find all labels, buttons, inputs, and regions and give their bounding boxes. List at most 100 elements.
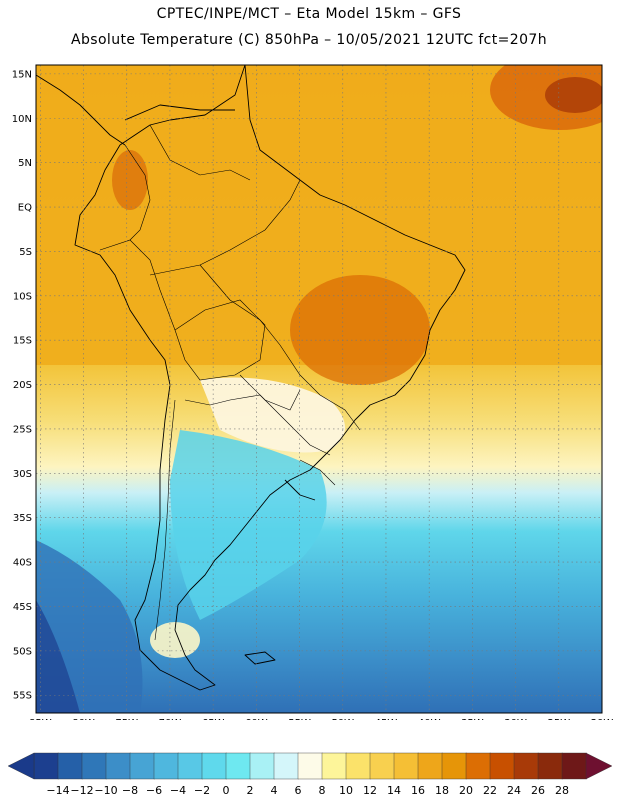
lon-tick-label: 75W [115, 718, 138, 720]
lon-tick-label: 55W [288, 718, 311, 720]
lon-tick-label: 20W [591, 718, 614, 720]
lat-tick-label: 15N [12, 69, 32, 80]
colorbar-tick-label: 24 [507, 784, 521, 797]
colorbar-cell [201, 752, 227, 780]
border-colombia [124, 144, 151, 241]
warm-core-andes [112, 150, 148, 210]
colorbar-cell [345, 752, 371, 780]
lon-tick-label: 45W [375, 718, 398, 720]
colorbar-cell [129, 752, 155, 780]
colorbar-cell [249, 752, 275, 780]
lon-tick-label: 80W [72, 718, 95, 720]
lon-tick-label: 25W [547, 718, 570, 720]
lat-tick-label: 40S [13, 558, 32, 569]
lat-tick-label: EQ [18, 203, 32, 214]
colorbar-tick-label: 8 [319, 784, 326, 797]
border-peru [99, 239, 176, 331]
cold-zone-argentina [170, 430, 327, 620]
colorbar-tick-label: 0 [223, 784, 230, 797]
colorbar-tick-label: −10 [94, 784, 117, 797]
central-america-coastline [35, 74, 126, 146]
colorbar-cell [513, 752, 539, 780]
colorbar-tick-label: −6 [146, 784, 162, 797]
colorbar-cell [153, 752, 179, 780]
lon-tick-label: 60W [245, 718, 268, 720]
colorbar-min-arrow [7, 752, 35, 780]
map-title-line1: CPTEC/INPE/MCT – Eta Model 15km – GFS [156, 6, 462, 22]
lat-tick-label: 10N [12, 114, 32, 125]
lon-tick-label: 70W [159, 718, 182, 720]
hot-core-northeast [545, 77, 602, 113]
colorbar-cell [489, 752, 515, 780]
falklands [244, 651, 276, 665]
map-title-line2: Absolute Temperature (C) 850hPa – 10/05/… [70, 32, 547, 48]
coldest-zone [36, 600, 80, 713]
lat-tick-label: 35S [13, 513, 32, 524]
colorbar-cells [33, 752, 587, 780]
lat-tick-label: 25S [13, 424, 32, 435]
rio-de-la-plata [284, 479, 316, 501]
colorbar-cell [393, 752, 419, 780]
map-frame [35, 64, 603, 714]
lon-tick-label: 35W [461, 718, 484, 720]
lat-tick-label: 30S [13, 469, 32, 480]
colorbar-cell [297, 752, 323, 780]
colorbar-cell [33, 752, 59, 780]
colorbar-tick-label: −14 [46, 784, 69, 797]
lat-tick-label: 50S [13, 646, 32, 657]
colorbar-cell [81, 752, 107, 780]
colorbar-tick-label: 10 [339, 784, 353, 797]
colorbar-cell [369, 752, 395, 780]
temperature-map: 15N 10N 5N EQ 5S 10S 15S 20S 25S 30S 35S 40S 45S 50S 5… [12, 64, 613, 720]
mild-zone-paraguay [200, 377, 345, 453]
colorbar-tick-label: 20 [459, 784, 473, 797]
colorbar-cell [465, 752, 491, 780]
colorbar-cell [177, 752, 203, 780]
lon-tick-label: 40W [418, 718, 441, 720]
coastlines [35, 64, 466, 691]
country-borders [99, 124, 361, 641]
latitude-labels: 15N 10N 5N EQ 5S 10S 15S 20S 25S 30S 35S 40S 45S 50S 5… [12, 69, 32, 701]
colorbar-tick-label: 26 [531, 784, 545, 797]
lat-tick-label: 5N [18, 158, 32, 169]
field-layer [36, 65, 602, 713]
warm-core-brazil [290, 275, 430, 385]
colorbar-tick-label: −8 [122, 784, 138, 797]
colorbar-tick-label: 6 [295, 784, 302, 797]
border-venezuela [149, 124, 251, 181]
colorbar-tick-label: 12 [363, 784, 377, 797]
lat-tick-label: 20S [13, 380, 32, 391]
mild-zone-patagonia [150, 622, 200, 658]
colorbar-cell [321, 752, 347, 780]
lat-tick-label: 45S [13, 602, 32, 613]
lon-tick-label: 30W [504, 718, 527, 720]
lat-tick-label: 15S [13, 336, 32, 347]
colorbar-tick-label: 28 [555, 784, 569, 797]
border-uruguay [299, 459, 336, 486]
colorbar-tick-label: 22 [483, 784, 497, 797]
longitude-labels: 85W 80W 75W 70W 65W 60W 55W 50W 45W 40W 35W 30W 25W 2… [29, 718, 613, 720]
lat-tick-label: 10S [13, 291, 32, 302]
colorbar-tick-label: 2 [247, 784, 254, 797]
colorbar-cell [441, 752, 467, 780]
lon-tick-label: 65W [202, 718, 225, 720]
lat-tick-label: 55S [13, 691, 32, 702]
border-paraguay [239, 374, 301, 411]
colorbar-tick-label: 4 [271, 784, 278, 797]
colorbar-cell [273, 752, 299, 780]
caribbean-coastline [124, 104, 235, 121]
lon-tick-label: 50W [331, 718, 354, 720]
colorbar-tick-label: 14 [387, 784, 401, 797]
border-brazil [149, 179, 361, 431]
colorbar-tick-label: −2 [194, 784, 210, 797]
colorbar-cell [537, 752, 563, 780]
colorbar-tick-label: −12 [70, 784, 93, 797]
colorbar-tick-labels: −14 −12 −10 −8 −6 −4 −2 0 2 4 6 8 10 12 14 16 18 20 22 24 26… [46, 784, 569, 797]
lat-tick-label: 5S [19, 247, 32, 258]
colorbar-cell [105, 752, 131, 780]
border-chile-argentina [154, 399, 176, 641]
lon-tick-label: 85W [29, 718, 52, 720]
border-bolivia [174, 299, 266, 381]
colorbar-max-arrow [585, 752, 613, 780]
colorbar-cell [225, 752, 251, 780]
